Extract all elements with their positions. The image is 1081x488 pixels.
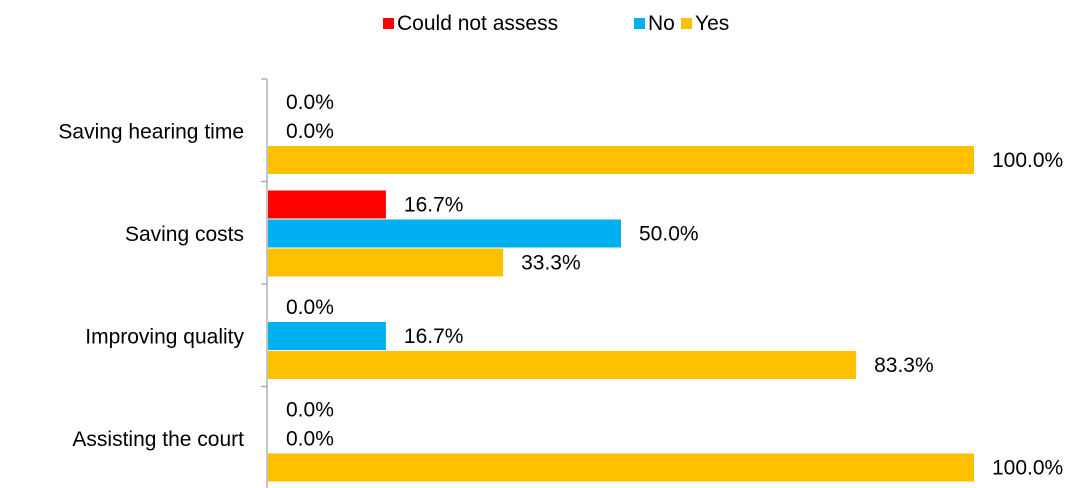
data-label-3-3: 83.3% [874,354,934,377]
data-label-2-3: 33.3% [521,252,581,275]
category-label-3: Improving quality [85,326,244,349]
category-label-2: Saving costs [125,223,244,246]
data-label-1-3: 100.0% [992,149,1063,172]
data-label-4-3: 100.0% [992,457,1063,480]
legend-swatch-2 [634,18,645,29]
legend-label-1: Could not assess [397,12,558,35]
bar-2-2 [268,219,621,248]
data-label-2-2: 50.0% [639,223,699,246]
category-label-4: Assisting the court [72,428,244,451]
data-label-4-1: 0.0% [286,399,334,422]
bar-1-3 [268,146,974,174]
category-label-1: Saving hearing time [58,121,244,144]
bar-2-3 [268,248,504,277]
data-label-3-1: 0.0% [286,296,334,319]
data-label-1-2: 0.0% [286,120,334,143]
bar-2-1 [268,190,386,219]
bar-4-3 [268,453,974,482]
data-label-2-1: 16.7% [404,194,464,217]
data-label-4-2: 0.0% [286,428,334,451]
legend-swatch-1 [383,18,394,29]
bar-3-3 [268,351,857,379]
data-label-3-2: 16.7% [404,325,464,348]
legend-label-2: No [648,12,675,35]
data-label-1-1: 0.0% [286,91,334,114]
legend-label-3: Yes [695,12,729,35]
bar-3-2 [268,322,386,350]
legend-swatch-3 [681,18,692,29]
